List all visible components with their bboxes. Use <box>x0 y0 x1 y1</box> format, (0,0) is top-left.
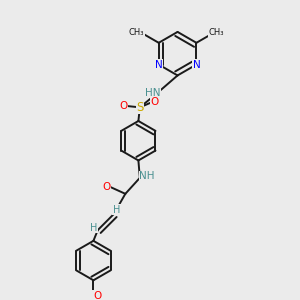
Text: O: O <box>102 182 111 192</box>
Text: N: N <box>155 60 163 70</box>
Text: S: S <box>136 101 143 114</box>
Text: H: H <box>90 223 97 233</box>
Text: H: H <box>113 205 120 215</box>
Text: HN: HN <box>145 88 161 98</box>
Text: CH₃: CH₃ <box>129 28 144 37</box>
Text: O: O <box>94 291 102 300</box>
Text: O: O <box>119 101 127 111</box>
Text: CH₃: CH₃ <box>208 28 224 37</box>
Text: NH: NH <box>139 171 155 182</box>
Text: N: N <box>193 60 200 70</box>
Text: O: O <box>151 97 159 107</box>
